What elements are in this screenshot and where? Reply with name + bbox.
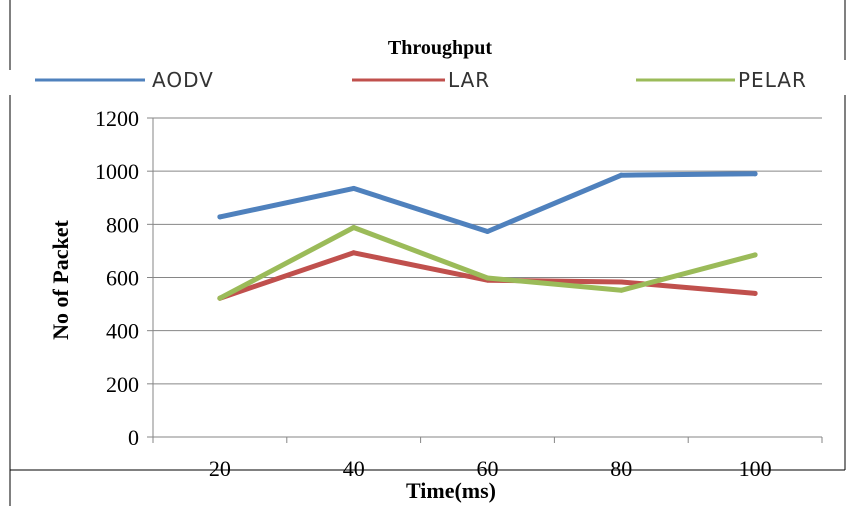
data-point-lar bbox=[618, 279, 624, 285]
y-tick-label: 800 bbox=[106, 212, 139, 237]
data-point-pelar bbox=[217, 295, 223, 301]
series-line-aodv bbox=[217, 171, 758, 234]
x-axis-label: Time(ms) bbox=[406, 478, 496, 503]
x-tick-label: 20 bbox=[209, 456, 231, 481]
legend-label-aodv: AODV bbox=[152, 68, 214, 92]
x-tick-label: 100 bbox=[739, 456, 772, 481]
chart-title: Throughput bbox=[388, 37, 492, 59]
legend-label-pelar: PELAR bbox=[738, 68, 807, 92]
legend: AODV LAR PELAR bbox=[35, 68, 807, 92]
y-tick-labels: 0 200 400 600 800 1000 1200 bbox=[95, 106, 139, 450]
y-tick-label: 1000 bbox=[95, 159, 139, 184]
y-tick-label: 1200 bbox=[95, 106, 139, 131]
data-point-aodv bbox=[618, 172, 624, 178]
data-point-lar bbox=[752, 290, 758, 296]
gridlines bbox=[147, 117, 823, 443]
y-tick-label: 600 bbox=[106, 266, 139, 291]
y-tick-label: 400 bbox=[106, 319, 139, 344]
data-point-pelar bbox=[752, 252, 758, 258]
y-axis-label: No of Packet bbox=[48, 219, 73, 339]
data-point-aodv bbox=[217, 214, 223, 220]
data-point-pelar bbox=[618, 287, 624, 293]
data-point-pelar bbox=[351, 225, 357, 231]
x-tick-label: 80 bbox=[610, 456, 632, 481]
data-point-aodv bbox=[351, 185, 357, 191]
x-tick-labels: 20 40 60 80 100 bbox=[209, 456, 772, 481]
data-point-lar bbox=[351, 250, 357, 256]
legend-label-lar: LAR bbox=[448, 68, 490, 92]
x-tick-label: 60 bbox=[477, 456, 499, 481]
data-point-pelar bbox=[485, 275, 490, 281]
data-point-aodv bbox=[752, 171, 758, 177]
x-tick-label: 40 bbox=[343, 456, 365, 481]
y-tick-label: 200 bbox=[106, 372, 139, 397]
y-tick-label: 0 bbox=[128, 425, 139, 450]
data-point-aodv bbox=[485, 229, 490, 235]
series-lines bbox=[217, 171, 758, 301]
